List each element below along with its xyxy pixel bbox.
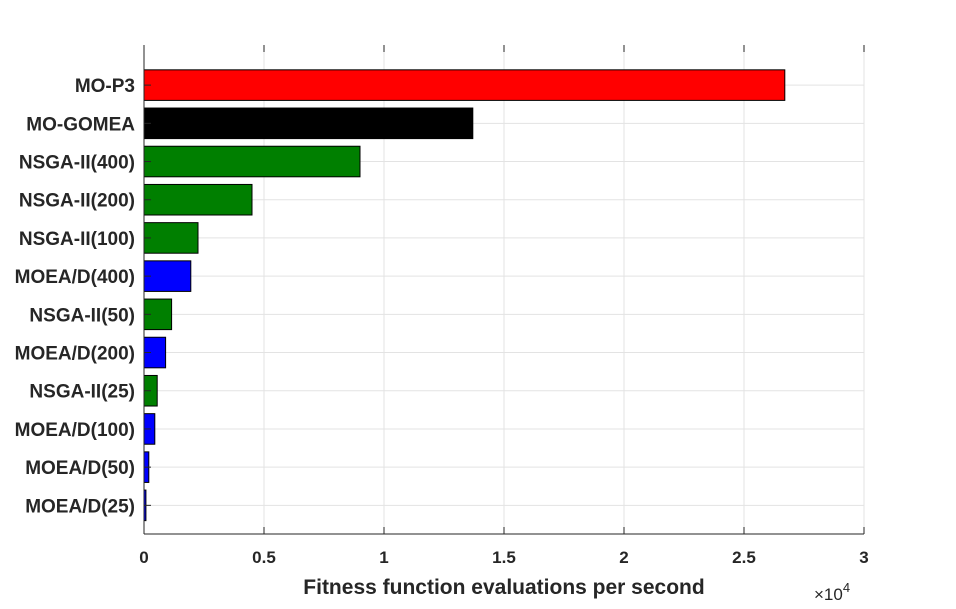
bar xyxy=(143,222,199,254)
category-label: MOEA/D(50) xyxy=(25,458,135,479)
x-tick-label: 0.5 xyxy=(252,548,276,567)
axes xyxy=(143,45,865,535)
x-tick-label: 2.5 xyxy=(732,548,756,567)
bars xyxy=(143,69,786,522)
x-tick-label: 3 xyxy=(859,548,868,567)
x-exponent-label: ×104 xyxy=(814,580,850,604)
bar xyxy=(143,183,253,216)
grid-lines xyxy=(143,45,865,534)
category-label: NSGA-II(25) xyxy=(29,382,135,403)
bar xyxy=(143,69,786,101)
category-label: NSGA-II(400) xyxy=(19,153,135,174)
x-tick-label: 1 xyxy=(379,548,388,567)
category-label: NSGA-II(50) xyxy=(29,305,135,326)
x-tick-label: 0 xyxy=(139,548,148,567)
category-label: NSGA-II(100) xyxy=(19,229,135,250)
category-label: MO-GOMEA xyxy=(26,114,135,135)
x-axis-label: Fitness function evaluations per second xyxy=(303,576,704,599)
bar xyxy=(143,107,474,140)
bar xyxy=(143,260,192,292)
category-label: NSGA-II(200) xyxy=(19,191,135,212)
category-label: MOEA/D(200) xyxy=(15,344,135,365)
category-label: MOEA/D(100) xyxy=(15,420,135,441)
category-label: MOEA/D(25) xyxy=(25,496,135,517)
labels: 0 0.5 1 1.5 2 2.5 3 MO-P3 MO-GOMEA NSGA-II(400) NS… xyxy=(15,76,869,567)
category-label: MOEA/D(400) xyxy=(15,267,135,288)
x-tick-label: 2 xyxy=(619,548,628,567)
x-tick-label: 1.5 xyxy=(492,548,516,567)
bar xyxy=(143,145,361,178)
category-label: MO-P3 xyxy=(75,76,135,97)
